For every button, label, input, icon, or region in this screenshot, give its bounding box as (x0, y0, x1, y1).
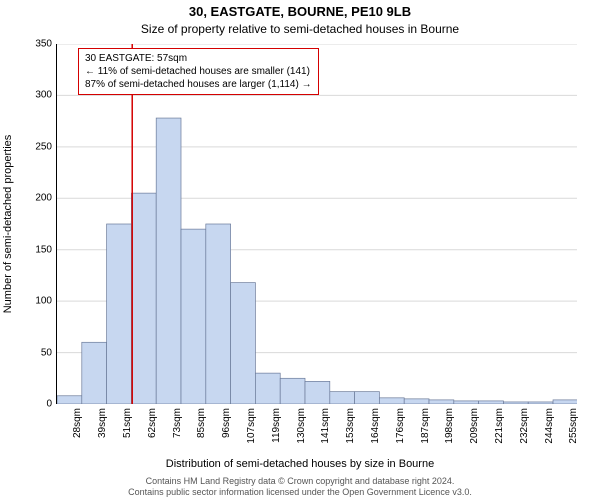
chart-title-subtitle: Size of property relative to semi-detach… (0, 22, 600, 36)
y-axis-label: Number of semi-detached properties (2, 135, 14, 314)
x-tick-label: 153sqm (345, 408, 356, 458)
x-tick-label: 209sqm (469, 408, 480, 458)
x-tick-label: 51sqm (122, 408, 133, 458)
x-tick-label: 232sqm (519, 408, 530, 458)
x-tick-label: 39sqm (97, 408, 108, 458)
x-tick-label: 255sqm (568, 408, 579, 458)
y-tick-label: 200 (8, 193, 52, 204)
chart-title-address: 30, EASTGATE, BOURNE, PE10 9LB (0, 4, 600, 19)
y-tick-label: 50 (8, 347, 52, 358)
y-tick-label: 250 (8, 141, 52, 152)
x-tick-label: 187sqm (420, 408, 431, 458)
x-tick-label: 164sqm (370, 408, 381, 458)
x-tick-label: 85sqm (196, 408, 207, 458)
x-tick-label: 119sqm (271, 408, 282, 458)
x-tick-label: 107sqm (246, 408, 257, 458)
x-tick-label: 73sqm (172, 408, 183, 458)
x-tick-label: 198sqm (444, 408, 455, 458)
x-tick-label: 62sqm (147, 408, 158, 458)
x-tick-label: 176sqm (395, 408, 406, 458)
histogram-svg (57, 44, 577, 404)
annotation-smaller: ← 11% of semi-detached houses are smalle… (85, 65, 312, 78)
y-tick-label: 100 (8, 296, 52, 307)
footer-line-1: Contains HM Land Registry data © Crown c… (0, 476, 600, 487)
annotation-header: 30 EASTGATE: 57sqm (85, 52, 312, 65)
y-tick-label: 0 (8, 399, 52, 410)
footer-line-2: Contains public sector information licen… (0, 487, 600, 498)
annotation-larger: 87% of semi-detached houses are larger (… (85, 78, 312, 91)
histogram-plot (56, 44, 576, 404)
x-tick-label: 244sqm (544, 408, 555, 458)
y-tick-label: 150 (8, 244, 52, 255)
y-tick-label: 300 (8, 90, 52, 101)
annotation-box: 30 EASTGATE: 57sqm ← 11% of semi-detache… (78, 48, 319, 95)
histogram-bars (57, 118, 577, 404)
y-tick-label: 350 (8, 39, 52, 50)
x-tick-label: 28sqm (72, 408, 83, 458)
footer-attribution: Contains HM Land Registry data © Crown c… (0, 476, 600, 499)
x-tick-label: 141sqm (320, 408, 331, 458)
x-axis-label: Distribution of semi-detached houses by … (0, 458, 600, 470)
x-tick-label: 96sqm (221, 408, 232, 458)
x-tick-label: 130sqm (296, 408, 307, 458)
x-tick-label: 221sqm (494, 408, 505, 458)
